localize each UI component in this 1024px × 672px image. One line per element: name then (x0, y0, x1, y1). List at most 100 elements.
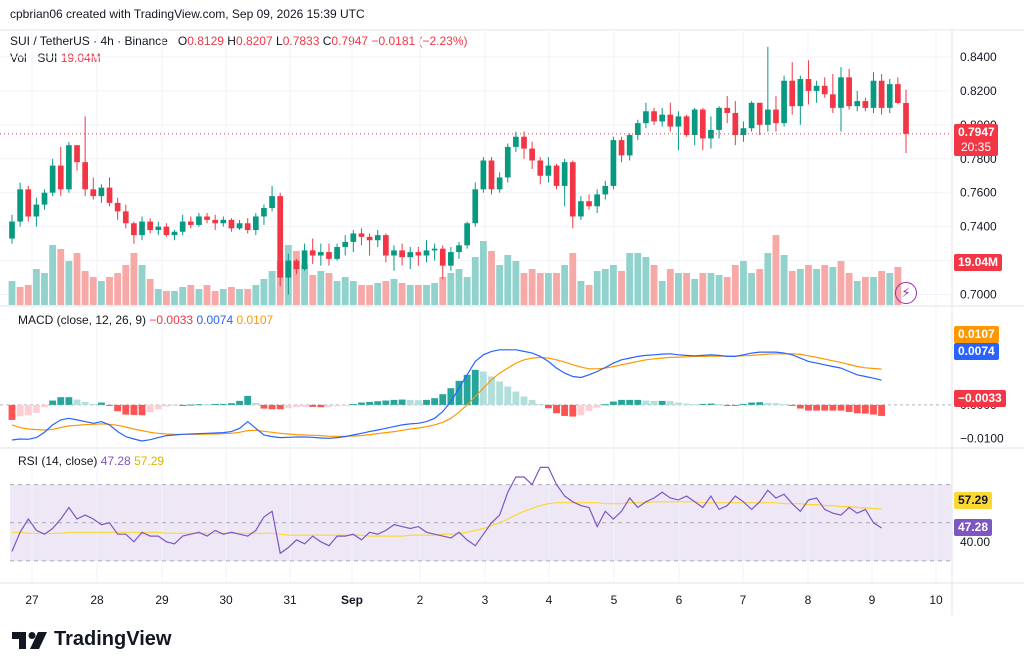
volume-bar (431, 283, 439, 305)
volume-bar (97, 281, 105, 305)
candle-body (756, 102, 763, 125)
volume-bar (163, 291, 170, 305)
macd-legend: MACD (close, 12, 26, 9) −0.0033 0.0074 0… (18, 313, 273, 327)
candle-body (261, 207, 267, 217)
volume-bar (772, 235, 780, 305)
candle-body (57, 165, 64, 190)
macd-histogram-bar (788, 404, 796, 406)
volume-bar (479, 241, 487, 305)
volume-bar (455, 269, 463, 305)
time-tick-label: 30 (219, 593, 233, 607)
symbol-label[interactable]: SUI / TetherUS · 4h · Binance (10, 34, 168, 48)
candle-body (708, 129, 714, 139)
time-tick-label: 9 (869, 593, 876, 607)
rsi-ma-line (12, 501, 882, 537)
candle-body (594, 194, 601, 207)
open-value: 0.8129 (187, 34, 224, 48)
rsi-label[interactable]: RSI (14, close) (18, 454, 98, 468)
macd-histogram-bar (97, 402, 105, 405)
macd-hist-tag: −0.0033 (954, 390, 1006, 407)
macd-histogram-bar (57, 397, 65, 405)
volume-bar (244, 289, 252, 305)
candle-body (391, 250, 397, 256)
macd-histogram-bar (707, 403, 715, 405)
candle-body (269, 196, 275, 208)
chart-canvas[interactable]: 0.84000.82000.80000.78000.76000.74000.72… (0, 0, 1024, 615)
candle-body (643, 111, 649, 124)
volume-bar (138, 265, 146, 305)
volume-bar (496, 265, 504, 305)
time-tick-label: 29 (155, 593, 169, 607)
volume-bar (89, 277, 97, 305)
macd-histogram-bar (431, 398, 439, 405)
macd-signal-line (11, 353, 882, 437)
macd-histogram-bar (203, 404, 211, 406)
volume-bar (24, 285, 32, 305)
candle-body (789, 80, 796, 107)
candle-body (626, 135, 633, 156)
volume-bar (423, 285, 430, 305)
macd-histogram-bar (666, 401, 674, 405)
macd-histogram-bar (837, 404, 845, 411)
volume-bar (821, 265, 829, 305)
volume-bar (553, 273, 560, 305)
candle-body (244, 223, 251, 231)
candle-body (781, 80, 787, 124)
volume-bar (390, 279, 398, 305)
volume-bar (236, 289, 243, 305)
volume-label[interactable]: Vol · SUI (10, 51, 58, 65)
lightning-icon[interactable]: ⚡ (895, 282, 917, 304)
macd-histogram-bar (366, 401, 374, 405)
last-price-tag: 0.7947 20:35 (954, 124, 998, 156)
macd-histogram-bar (252, 402, 260, 405)
macd-histogram-bar (618, 399, 625, 405)
candle-body (773, 109, 779, 124)
macd-histogram-bar (520, 396, 528, 405)
volume-bar (57, 249, 65, 305)
volume-bar (65, 261, 73, 305)
macd-label[interactable]: MACD (close, 12, 26, 9) (18, 313, 147, 327)
volume-bar (618, 271, 625, 305)
candle-body (49, 165, 56, 193)
volume-bar (731, 265, 739, 305)
volume-bar (642, 257, 650, 305)
volume-bar (805, 265, 812, 305)
volume-bar (813, 269, 821, 305)
macd-histogram-bar (398, 399, 406, 405)
macd-histogram-bar (65, 397, 73, 405)
macd-histogram-bar (333, 404, 341, 407)
ohlc-legend: SUI / TetherUS · 4h · Binance O0.8129 H0… (10, 34, 468, 48)
candle-body (651, 111, 657, 122)
macd-histogram-bar (73, 399, 81, 405)
close-label: C (322, 34, 332, 48)
time-tick-label: 5 (611, 593, 618, 607)
candle-body (683, 116, 690, 136)
candle-body (513, 136, 519, 147)
candle-body (106, 187, 113, 203)
time-tick-label: 3 (482, 593, 489, 607)
candle-body (716, 107, 722, 130)
candle-body (187, 221, 194, 225)
candle-body (830, 94, 836, 108)
volume-bar (593, 271, 601, 305)
volume-bar (544, 273, 552, 305)
volume-bar (463, 277, 471, 305)
macd-histogram-bar (163, 404, 170, 407)
volume-bar (829, 267, 837, 305)
candle-body (480, 160, 487, 190)
macd-histogram-bar (382, 400, 390, 405)
tradingview-logo[interactable]: TradingView (12, 628, 171, 651)
candle-body (456, 245, 462, 253)
candle-body (74, 145, 80, 163)
price-tick-label: 0.8400 (960, 50, 997, 64)
macd-histogram-bar (691, 404, 699, 406)
candle-body (431, 248, 438, 251)
volume-bar (650, 265, 658, 305)
candle-body (277, 196, 284, 278)
macd-histogram-bar (504, 386, 512, 405)
volume-bar (260, 279, 268, 305)
volume-bar (699, 273, 707, 305)
rsi-ma-tag: 57.29 (954, 492, 993, 509)
macd-histogram-bar (260, 404, 268, 409)
candle-body (139, 221, 145, 236)
